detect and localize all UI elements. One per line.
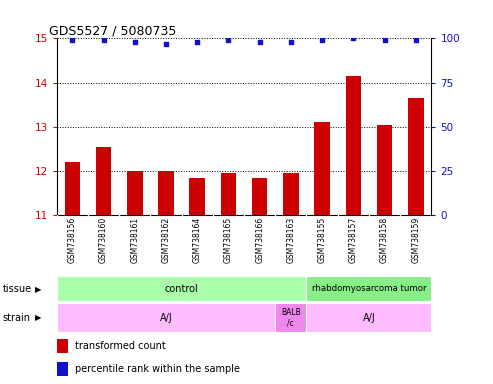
Text: GDS5527 / 5080735: GDS5527 / 5080735 [49,24,176,37]
Point [224,37,232,43]
Point [287,39,295,45]
Text: control: control [165,284,199,294]
Text: A/J: A/J [362,313,375,323]
Text: GSM738159: GSM738159 [411,217,420,263]
Bar [57,276,307,301]
Text: GSM738162: GSM738162 [162,217,171,263]
Bar [65,162,80,215]
Point [131,39,139,45]
Bar [96,147,111,215]
Bar [283,173,299,215]
Text: GSM738163: GSM738163 [286,217,295,263]
Text: ▶: ▶ [35,285,42,294]
Bar [127,171,142,215]
Text: GSM738160: GSM738160 [99,217,108,263]
Bar [307,303,431,332]
Text: GSM738164: GSM738164 [193,217,202,263]
Text: tissue: tissue [2,284,32,294]
Bar [221,173,236,215]
Bar [275,303,307,332]
Bar [315,122,330,215]
Text: GSM738157: GSM738157 [349,217,358,263]
Point [381,37,388,43]
Bar [377,124,392,215]
Bar [346,76,361,215]
Bar [408,98,423,215]
Text: GSM738165: GSM738165 [224,217,233,263]
Text: strain: strain [2,313,31,323]
Bar [57,303,275,332]
Text: transformed count: transformed count [75,341,166,351]
Bar [307,276,431,301]
Point [100,37,107,43]
Bar [158,171,174,215]
Text: GSM738161: GSM738161 [130,217,139,263]
Text: GSM738155: GSM738155 [317,217,326,263]
Text: GSM738156: GSM738156 [68,217,77,263]
Point [350,35,357,41]
Bar [189,177,205,215]
Text: GSM738158: GSM738158 [380,217,389,263]
Text: ▶: ▶ [35,313,42,323]
Point [256,39,264,45]
Text: BALB
/c: BALB /c [281,308,301,328]
Bar [57,339,68,353]
Bar [57,362,68,376]
Text: rhabdomyosarcoma tumor: rhabdomyosarcoma tumor [312,285,426,293]
Point [318,37,326,43]
Text: GSM738166: GSM738166 [255,217,264,263]
Bar [252,179,267,215]
Point [412,37,420,43]
Text: A/J: A/J [160,313,173,323]
Point [162,41,170,47]
Point [193,39,201,45]
Point [69,37,76,43]
Text: percentile rank within the sample: percentile rank within the sample [75,364,241,374]
